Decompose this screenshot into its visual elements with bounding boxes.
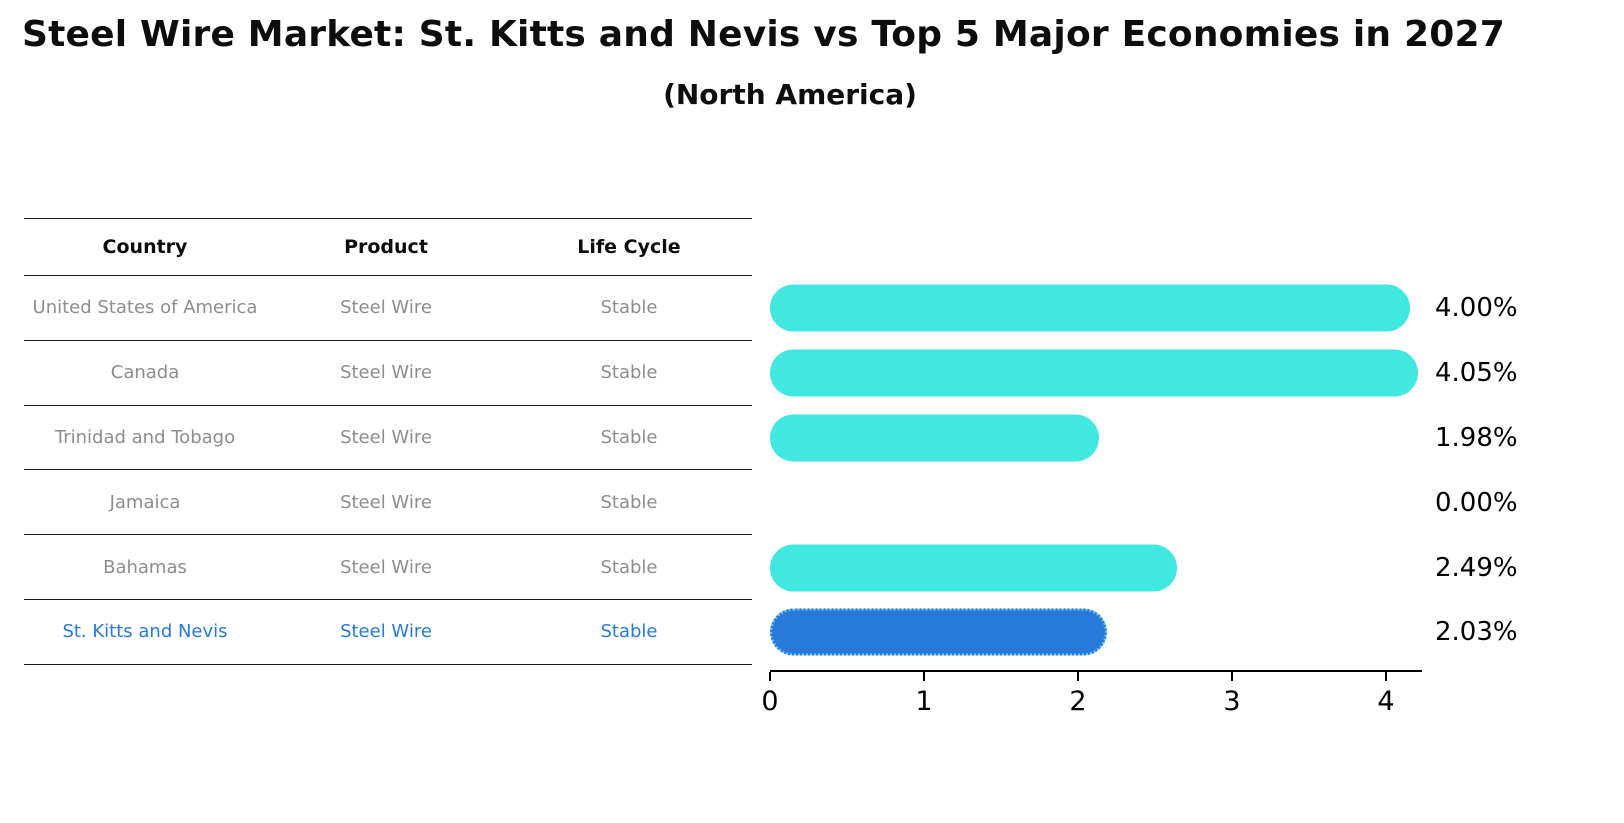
table-body: United States of America Steel Wire Stable… <box>24 276 752 665</box>
cell-life-cycle: Stable <box>600 556 658 578</box>
country-table: Country Product Life Cycle United States… <box>24 218 752 665</box>
table-row: St. Kitts and Nevis Steel Wire Stable <box>24 600 752 665</box>
cell-life-cycle: Stable <box>600 621 658 643</box>
cell-product: Steel Wire <box>340 426 432 448</box>
table-row: Bahamas Steel Wire Stable <box>24 535 752 600</box>
cell-product: Steel Wire <box>340 621 432 643</box>
cell-country: Bahamas <box>103 556 187 578</box>
cell-country: Jamaica <box>109 491 181 513</box>
cell-product: Steel Wire <box>340 297 432 319</box>
bar-value-label: 4.05% <box>1435 358 1518 389</box>
bar-value-label: 0.00% <box>1435 487 1518 518</box>
x-tick-mark <box>1231 672 1233 681</box>
cell-life-cycle: Stable <box>600 491 658 513</box>
column-header-country: Country <box>102 236 188 258</box>
bar-value-label: 2.49% <box>1435 552 1518 583</box>
bar-trinidad-and-tobago <box>770 414 1099 462</box>
bar-row: 1.98% <box>770 406 1570 471</box>
bar-value-label: 2.03% <box>1435 617 1518 648</box>
table-row: Jamaica Steel Wire Stable <box>24 470 752 536</box>
chart-subtitle: (North America) <box>663 78 917 111</box>
bar-row: 0.00% <box>770 470 1570 535</box>
table-row: Canada Steel Wire Stable <box>24 341 752 406</box>
x-tick-mark <box>1385 672 1387 681</box>
cell-product: Steel Wire <box>340 491 432 513</box>
bar-united-states-of-america <box>770 284 1410 332</box>
cell-country: St. Kitts and Nevis <box>62 621 228 643</box>
bar-row: 4.05% <box>770 341 1570 406</box>
bar-canada <box>770 349 1418 397</box>
bar-st-kitts-and-nevis <box>770 608 1107 656</box>
bar-chart: 4.00% 4.05% 1.98% 0.00% 2.49% 2.03% 0 1 2 3 4 <box>761 276 1570 736</box>
x-tick-label: 4 <box>1377 686 1395 717</box>
table-header-row: Country Product Life Cycle <box>24 218 752 276</box>
bar-value-label: 4.00% <box>1435 293 1518 324</box>
x-tick-label: 3 <box>1223 686 1241 717</box>
x-tick-mark <box>1077 672 1079 681</box>
bars-container: 4.00% 4.05% 1.98% 0.00% 2.49% 2.03% <box>770 276 1570 665</box>
bar-value-label: 1.98% <box>1435 422 1518 453</box>
x-tick-mark <box>923 672 925 681</box>
column-header-lifecycle: Life Cycle <box>577 236 681 258</box>
cell-country: Trinidad and Tobago <box>54 426 236 448</box>
cell-life-cycle: Stable <box>600 362 658 384</box>
x-tick-label: 0 <box>761 686 779 717</box>
cell-life-cycle: Stable <box>600 426 658 448</box>
bar-row: 2.49% <box>770 535 1570 600</box>
cell-product: Steel Wire <box>340 556 432 578</box>
table-row: United States of America Steel Wire Stable <box>24 276 752 341</box>
bar-row: 2.03% <box>770 600 1570 665</box>
x-axis: 0 1 2 3 4 <box>761 670 1422 717</box>
x-tick-label: 1 <box>915 686 933 717</box>
chart-title: Steel Wire Market: St. Kitts and Nevis v… <box>22 14 1505 55</box>
x-tick-mark <box>769 672 771 681</box>
cell-country: Canada <box>110 362 180 384</box>
cell-country: United States of America <box>32 297 258 319</box>
table-row: Trinidad and Tobago Steel Wire Stable <box>24 406 752 471</box>
column-header-product: Product <box>344 236 428 258</box>
cell-product: Steel Wire <box>340 362 432 384</box>
bar-bahamas <box>770 544 1178 592</box>
cell-life-cycle: Stable <box>600 297 658 319</box>
x-tick-label: 2 <box>1069 686 1087 717</box>
bar-row: 4.00% <box>770 276 1570 341</box>
